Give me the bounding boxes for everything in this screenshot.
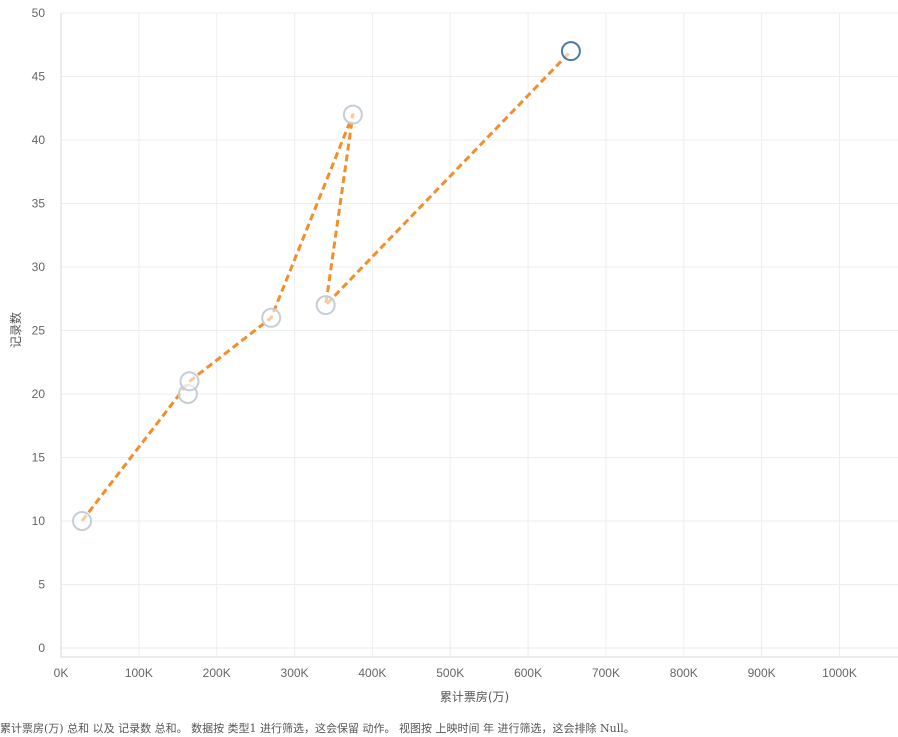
data-point-highlighted[interactable] <box>560 41 581 62</box>
trail-path <box>80 50 572 522</box>
y-axis-title: 记录数 <box>8 312 23 348</box>
x-tick-label: 700K <box>592 666 620 680</box>
x-tick-label: 200K <box>203 666 231 680</box>
data-point[interactable] <box>179 371 200 392</box>
y-tick-label: 45 <box>32 70 46 84</box>
y-tick-label: 40 <box>32 133 46 147</box>
scatter-chart: 0K 100K 200K 300K 400K 500K 600K 700K 800K 900K 10… <box>8 6 898 704</box>
y-tick-label: 20 <box>32 387 46 401</box>
trail-line <box>80 50 572 522</box>
grid <box>60 12 898 657</box>
y-tick-label: 35 <box>32 197 46 211</box>
y-tick-label: 0 <box>38 641 45 655</box>
y-tick-label: 10 <box>32 514 46 528</box>
x-tick-label: 100K <box>125 666 153 680</box>
x-tick-label: 800K <box>670 666 698 680</box>
y-tick-label: 25 <box>32 324 46 338</box>
y-tick-label: 30 <box>32 260 46 274</box>
data-point[interactable] <box>261 307 282 328</box>
chart-caption: 累计票房(万) 总和 以及 记录数 总和。 数据按 类型1 进行筛选，这会保留 … <box>0 722 635 735</box>
y-tick-label: 15 <box>32 451 46 465</box>
x-tick-label: 0K <box>54 666 69 680</box>
x-tick-label: 1000K <box>822 666 857 680</box>
data-point[interactable] <box>72 511 92 531</box>
y-tick-label: 50 <box>32 6 46 20</box>
data-point[interactable] <box>315 295 336 316</box>
x-axis-title: 累计票房(万) <box>440 689 509 704</box>
x-tick-label: 500K <box>436 666 464 680</box>
data-point[interactable] <box>342 104 363 125</box>
y-tick-label: 5 <box>38 578 45 592</box>
x-tick-label: 900K <box>748 666 776 680</box>
axes: 0K 100K 200K 300K 400K 500K 600K 700K 800K 900K 10… <box>32 6 898 680</box>
x-tick-label: 600K <box>514 666 542 680</box>
x-tick-label: 300K <box>281 666 309 680</box>
x-tick-label: 400K <box>358 666 386 680</box>
data-points <box>72 41 581 531</box>
